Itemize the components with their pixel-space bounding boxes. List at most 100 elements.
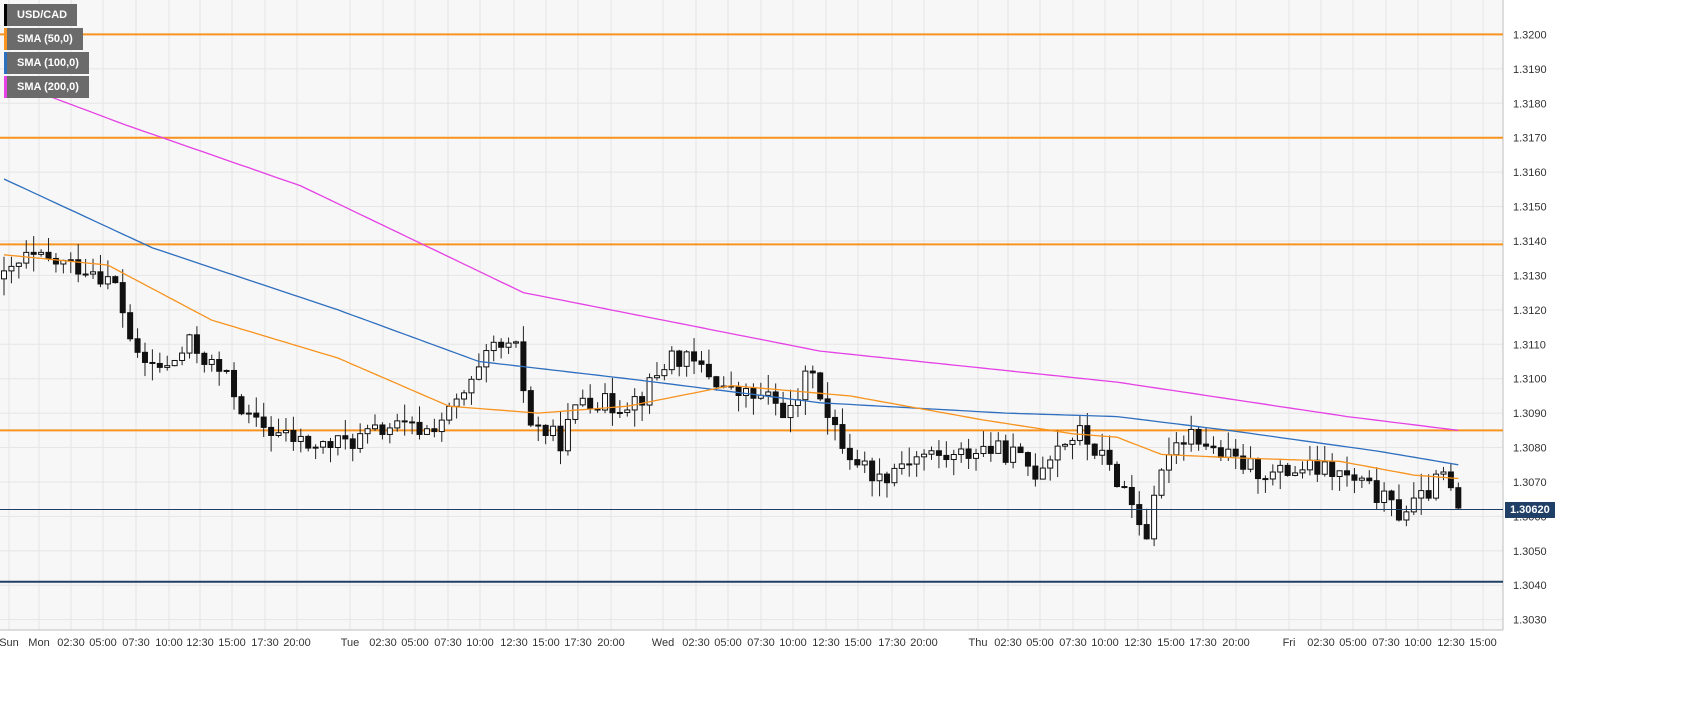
candle-body	[1277, 464, 1284, 473]
x-tick-label: 07:30	[1372, 637, 1400, 649]
candle-body	[780, 402, 787, 419]
legend-label: SMA (50,0)	[17, 33, 73, 45]
candle-body	[320, 441, 327, 448]
candle-body	[1047, 459, 1054, 469]
candle-body	[364, 428, 371, 435]
candle-body	[787, 404, 794, 419]
candle-body	[1114, 463, 1120, 488]
legend-item-sma-100[interactable]: SMA (100,0)	[4, 52, 89, 74]
x-tick-label: 15:00	[1157, 637, 1185, 649]
candle-body	[1002, 440, 1009, 463]
candle-body	[824, 398, 831, 418]
candle-body	[1069, 439, 1076, 445]
x-tick-label: 02:30	[682, 637, 710, 649]
x-tick-label: 05:00	[1026, 637, 1054, 649]
legend-item-usdcad[interactable]: USD/CAD	[4, 4, 78, 26]
candle-body	[765, 391, 772, 396]
x-tick-label: 02:30	[369, 637, 397, 649]
candle-body	[282, 429, 289, 434]
candle-body	[1203, 443, 1210, 447]
candle-body	[698, 360, 705, 365]
candle-body	[461, 392, 468, 400]
candle-body	[394, 420, 401, 429]
candle-body	[30, 251, 37, 255]
candle-body	[104, 276, 111, 285]
candle-body	[683, 351, 690, 367]
x-tick-label: 15:00	[844, 637, 872, 649]
candle-body	[550, 425, 557, 437]
x-tick-label: 20:00	[910, 637, 938, 649]
candle-body	[245, 412, 252, 415]
candle-body	[1247, 458, 1254, 470]
candle-body	[1299, 469, 1306, 474]
candle-body	[935, 450, 942, 456]
candle-body	[149, 361, 156, 364]
y-tick-label: 1.3100	[1513, 374, 1547, 386]
candle-body	[1358, 477, 1365, 481]
candle-body	[1143, 524, 1150, 540]
candle-body	[446, 405, 453, 421]
candle-body	[475, 366, 482, 380]
y-tick-label: 1.3190	[1513, 64, 1547, 76]
candle-body	[876, 473, 883, 482]
candle-body	[713, 376, 720, 388]
x-tick-label: Wed	[652, 637, 674, 649]
candle-body	[342, 435, 349, 440]
candle-body	[564, 418, 571, 452]
x-tick-label: Sun	[0, 637, 19, 649]
candle-body	[1136, 504, 1143, 526]
legend-item-sma-200[interactable]: SMA (200,0)	[4, 76, 89, 98]
x-tick-label: 07:30	[747, 637, 775, 649]
candle-body	[1418, 490, 1425, 499]
candle-body	[705, 363, 712, 378]
candle-body	[1336, 470, 1343, 477]
x-tick-label: 15:00	[532, 637, 560, 649]
candle-body	[431, 428, 438, 433]
candle-body	[1433, 473, 1440, 499]
candle-body	[1039, 467, 1046, 480]
candle-body	[861, 460, 868, 466]
x-tick-label: 17:30	[564, 637, 592, 649]
candle-body	[401, 420, 408, 423]
candle-body	[921, 453, 928, 458]
candle-body	[653, 375, 660, 379]
candle-body	[572, 404, 579, 420]
candle-body	[1151, 494, 1158, 540]
x-tick-label: 10:00	[155, 637, 183, 649]
candle-body	[38, 251, 45, 255]
candle-body	[965, 448, 972, 459]
candle-body	[631, 396, 638, 411]
candle-body	[587, 397, 594, 410]
legend-swatch	[4, 28, 7, 50]
x-tick-label: 02:30	[1307, 637, 1335, 649]
candle-body	[1351, 474, 1358, 481]
candle-body	[1373, 480, 1380, 503]
x-tick-label: 17:30	[1189, 637, 1217, 649]
candle-body	[82, 273, 89, 276]
x-tick-label: 12:30	[186, 637, 214, 649]
candle-body	[1284, 464, 1291, 476]
legend-label: SMA (100,0)	[17, 57, 79, 69]
candle-body	[112, 276, 119, 284]
candle-body	[490, 341, 497, 352]
candle-body	[193, 334, 200, 354]
candle-body	[995, 440, 1002, 454]
candle-body	[1091, 443, 1098, 456]
candle-body	[297, 435, 304, 442]
candle-body	[231, 369, 238, 398]
candle-body	[1076, 425, 1083, 441]
x-tick-label: Fri	[1283, 637, 1296, 649]
candle-body	[1054, 445, 1061, 461]
candle-body	[973, 453, 980, 459]
y-tick-label: 1.3030	[1513, 615, 1547, 627]
candle-body	[164, 365, 171, 368]
x-tick-label: 12:30	[1437, 637, 1465, 649]
candle-body	[1158, 469, 1165, 496]
x-tick-label: 12:30	[1124, 637, 1152, 649]
candle-body	[512, 341, 519, 344]
y-tick-label: 1.3200	[1513, 29, 1547, 41]
y-tick-label: 1.3120	[1513, 305, 1547, 317]
candle-body	[846, 447, 853, 461]
legend-item-sma-50[interactable]: SMA (50,0)	[4, 28, 83, 50]
